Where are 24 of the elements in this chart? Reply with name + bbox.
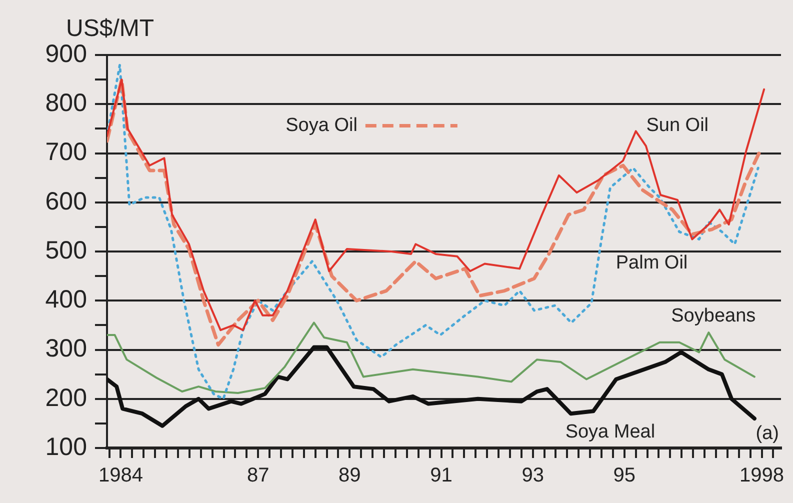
y-tick-label: 900	[45, 40, 87, 68]
x-tick-label: 95	[613, 464, 636, 487]
line-series	[107, 64, 760, 400]
x-tick-label: 1998	[740, 464, 784, 487]
y-tick-label: 700	[45, 138, 87, 166]
y-tick-label: 100	[45, 432, 87, 461]
x-tick-label: 93	[522, 464, 544, 487]
y-tick-label: 400	[45, 286, 87, 314]
series-label: Sun Oil	[646, 114, 709, 136]
annotation: (a)	[756, 423, 779, 444]
legend-label: Soya Oil	[286, 114, 358, 136]
series-label: Soya Meal	[565, 422, 656, 443]
x-tick-label: 87	[246, 464, 270, 487]
x-tick-label: 1984	[98, 464, 143, 487]
series-label: Palm Oil	[616, 252, 688, 274]
y-tick-label: 500	[45, 236, 87, 264]
y-tick-label: 300	[45, 334, 87, 363]
x-tick-label: 89	[338, 464, 361, 487]
series-label: Soybeans	[671, 306, 756, 327]
y-tick-label: 200	[45, 384, 87, 412]
y-tick-label: 800	[45, 89, 87, 118]
y-tick-label: 600	[45, 187, 87, 216]
y-axis-title: US$/MT	[66, 15, 154, 42]
x-tick-label: 91	[430, 464, 452, 487]
